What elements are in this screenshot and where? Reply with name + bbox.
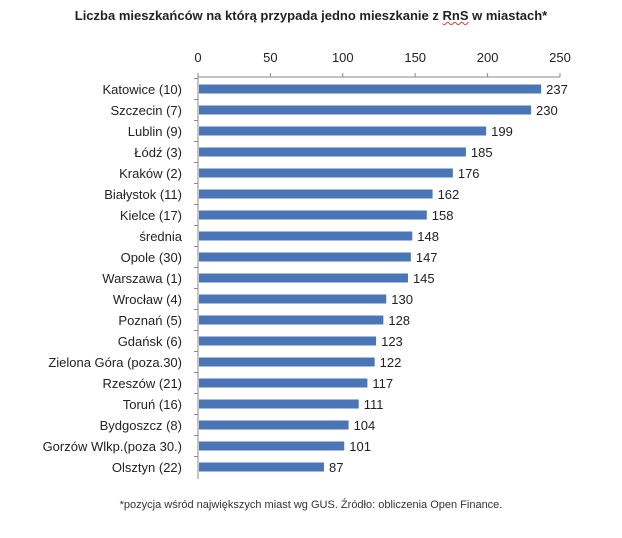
bar	[199, 294, 387, 304]
data-label: 130	[391, 292, 413, 307]
bar	[199, 441, 345, 451]
data-label: 145	[413, 271, 435, 286]
bar	[199, 273, 408, 283]
category-label: Toruń (16)	[123, 397, 182, 412]
data-label: 101	[349, 439, 371, 454]
chart-title-prefix: Liczba mieszkańców na którą przypada jed…	[74, 8, 443, 23]
data-label: 185	[471, 145, 493, 160]
category-label: Olsztyn (22)	[112, 460, 182, 475]
category-label: Gorzów Wlkp.(poza 30.)	[43, 439, 182, 454]
category-label: Kraków (2)	[119, 166, 182, 181]
bar	[199, 252, 411, 262]
data-label: 148	[417, 229, 439, 244]
data-label: 123	[381, 334, 403, 349]
chart-title-suffix: w miastach*	[468, 8, 548, 23]
data-label: 117	[372, 376, 393, 391]
bar	[199, 189, 433, 199]
bar	[199, 420, 349, 430]
data-label: 104	[354, 418, 376, 433]
bar	[199, 462, 324, 472]
data-label: 162	[438, 187, 460, 202]
data-label: 122	[380, 355, 402, 370]
category-label: Opole (30)	[121, 250, 182, 265]
x-tick-label: 150	[404, 50, 426, 65]
x-tick-label: 200	[477, 50, 499, 65]
bar	[199, 336, 377, 346]
bar	[199, 399, 359, 409]
x-tick-label: 250	[549, 50, 571, 65]
category-label: Łódź (3)	[134, 145, 182, 160]
bar	[199, 84, 542, 94]
bar	[199, 126, 487, 136]
category-label: Białystok (11)	[104, 187, 182, 202]
category-label: Poznań (5)	[118, 313, 182, 328]
category-label: średnia	[139, 229, 182, 244]
category-label: Katowice (10)	[103, 82, 182, 97]
bar	[199, 357, 375, 367]
category-label: Zielona Góra (poza.30)	[48, 355, 182, 370]
category-label: Lublin (9)	[128, 124, 182, 139]
category-label: Rzeszów (21)	[103, 376, 182, 391]
data-label: 176	[458, 166, 480, 181]
x-tick-label: 50	[263, 50, 277, 65]
bar	[199, 378, 368, 388]
data-label: 158	[432, 208, 454, 223]
bar	[199, 210, 427, 220]
data-label: 237	[546, 82, 568, 97]
data-label: 230	[536, 103, 558, 118]
data-label: 111	[364, 397, 384, 412]
data-label: 199	[491, 124, 513, 139]
x-tick-label: 100	[332, 50, 354, 65]
x-tick-label: 0	[194, 50, 201, 65]
bar	[199, 168, 453, 178]
category-label: Gdańsk (6)	[118, 334, 182, 349]
data-label: 147	[416, 250, 438, 265]
data-label: 128	[388, 313, 410, 328]
data-label: 87	[329, 460, 343, 475]
chart-title-rns: RnS	[442, 8, 469, 23]
category-label: Kielce (17)	[120, 208, 182, 223]
bar	[199, 315, 384, 325]
chart-title: Liczba mieszkańców na którą przypada jed…	[0, 8, 622, 23]
category-label: Warszawa (1)	[102, 271, 182, 286]
bar	[199, 105, 532, 115]
bar	[199, 147, 466, 157]
category-label: Wrocław (4)	[113, 292, 182, 307]
bar	[199, 231, 413, 241]
category-label: Bydgoszcz (8)	[100, 418, 182, 433]
category-label: Szczecin (7)	[110, 103, 182, 118]
footnote: *pozycja wśród największych miast wg GUS…	[119, 499, 503, 511]
